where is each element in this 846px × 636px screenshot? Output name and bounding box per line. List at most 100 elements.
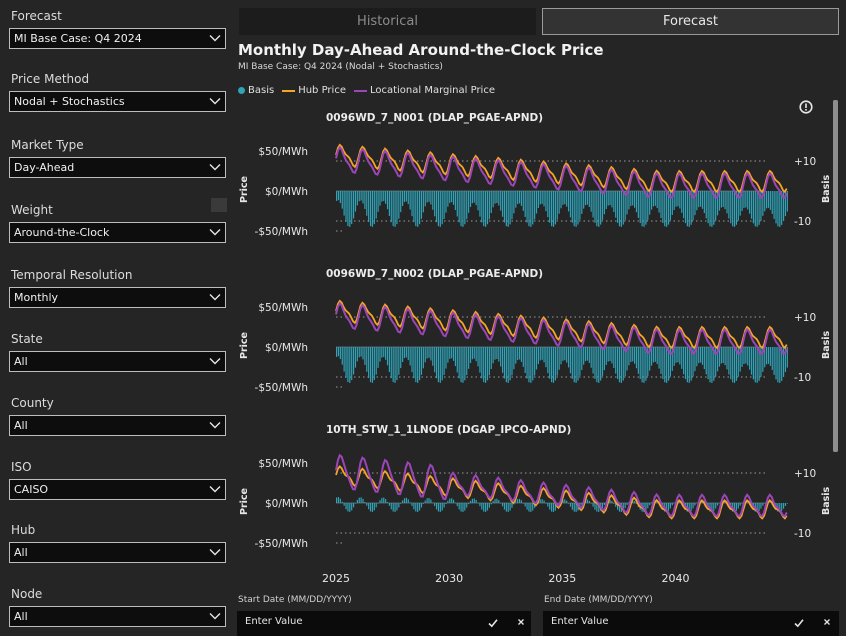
basis-bar (501, 191, 504, 217)
basis-bar (654, 347, 656, 362)
close-icon[interactable] (822, 617, 832, 627)
basis-bar (628, 502, 630, 503)
basis-bar (739, 191, 741, 216)
legend-item-hub[interactable]: Hub Price (282, 85, 346, 96)
basis-bar (750, 191, 753, 219)
basis-bar (666, 347, 668, 383)
basis-bar (735, 347, 738, 381)
info-icon[interactable] (799, 100, 813, 114)
basis-bar (471, 191, 473, 204)
basis-bar (639, 191, 641, 223)
chevron-down-icon[interactable] (209, 548, 221, 556)
basis-bar (764, 503, 766, 504)
basis-bar (752, 191, 754, 224)
scrollbar-thumb[interactable] (833, 100, 838, 452)
basis-bar (451, 191, 453, 203)
basis-bar (509, 503, 511, 511)
basis-bar (605, 347, 607, 365)
filter-dropdown[interactable]: All (9, 351, 226, 372)
filter-dropdown[interactable]: All (9, 542, 226, 563)
basis-bar (507, 191, 509, 227)
basis-bar (443, 503, 445, 508)
basis-bar (735, 191, 738, 225)
basis-bar (336, 191, 338, 201)
filter-dropdown[interactable]: Nodal + Stochastics (9, 91, 226, 112)
basis-bar (741, 503, 743, 504)
basis-bar (754, 347, 756, 383)
filter-dropdown-value: Monthly (14, 291, 59, 304)
start-date-input[interactable] (245, 616, 445, 627)
basis-bar (643, 347, 645, 383)
chevron-down-icon[interactable] (209, 421, 221, 429)
basis-bar (737, 191, 739, 221)
basis-bar (554, 347, 556, 381)
basis-bar (569, 347, 572, 374)
basis-bar (434, 191, 436, 217)
basis-bar (473, 498, 475, 503)
filter-dropdown[interactable]: All (9, 415, 226, 436)
basis-bar (600, 347, 602, 381)
filter-dropdown[interactable]: Around-the-Clock (9, 222, 226, 243)
filter-dropdown[interactable]: MI Base Case: Q4 2024 (9, 28, 226, 49)
basis-bar (718, 347, 721, 367)
basis-bar (711, 347, 713, 383)
basis-bar (392, 503, 394, 512)
tab-historical[interactable]: Historical (239, 8, 536, 35)
chevron-down-icon[interactable] (209, 228, 221, 236)
basis-bar (715, 347, 717, 377)
basis-bar (345, 347, 347, 378)
basis-bar (426, 347, 428, 359)
right-axis-label: Basis (821, 486, 832, 515)
left-tick-label: $0/MWh (265, 342, 308, 354)
close-icon[interactable] (516, 617, 526, 627)
basis-bar (667, 347, 670, 381)
basis-bar (566, 500, 568, 503)
basis-bar (596, 503, 598, 512)
end-date-input[interactable] (551, 616, 751, 627)
filter-dropdown-value: Around-the-Clock (14, 226, 110, 239)
basis-bar (347, 347, 349, 383)
chevron-down-icon[interactable] (209, 357, 221, 365)
legend-item-lmp[interactable]: Locational Marginal Price (353, 85, 495, 96)
basis-bar (675, 191, 677, 207)
chart-area: 0096WD_7_N001 (DLAP_PGAE-APND) $50/MWh $0/… (239, 112, 832, 585)
filter-dropdown[interactable]: CAISO (9, 479, 226, 500)
start-date-field[interactable] (237, 611, 531, 636)
filter-dropdown[interactable]: Monthly (9, 287, 226, 308)
check-icon[interactable] (487, 617, 499, 629)
basis-bar (392, 191, 394, 227)
basis-bar (688, 503, 690, 512)
basis-bar (364, 191, 366, 209)
basis-bar (664, 191, 666, 227)
basis-bar (532, 191, 534, 225)
legend-item-basis[interactable]: Basis (238, 85, 274, 96)
basis-bar (733, 503, 736, 512)
basis-bar (479, 503, 481, 507)
basis-bar (369, 503, 372, 512)
end-date-field[interactable] (543, 611, 839, 636)
chevron-down-icon[interactable] (209, 485, 221, 493)
basis-bar (403, 191, 406, 203)
basis-bar (784, 191, 787, 217)
chevron-down-icon[interactable] (209, 97, 221, 105)
chevron-down-icon[interactable] (209, 612, 221, 620)
basis-bar (694, 503, 696, 506)
basis-bar (411, 191, 413, 217)
chevron-down-icon[interactable] (209, 293, 221, 301)
basis-bar (692, 191, 694, 221)
basis-bar (718, 502, 721, 504)
basis-bar (641, 191, 643, 227)
basis-bar (632, 191, 634, 206)
chevron-down-icon[interactable] (209, 163, 221, 171)
basis-bar (609, 191, 611, 206)
chevron-down-icon[interactable] (209, 34, 221, 42)
weight-toggle[interactable] (211, 198, 227, 212)
basis-bar (339, 191, 341, 204)
filter-dropdown[interactable]: Day-Ahead (9, 157, 226, 178)
basis-bar (415, 191, 417, 227)
tab-forecast[interactable]: Forecast (542, 8, 839, 35)
filter-dropdown[interactable]: All (9, 606, 226, 627)
basis-bar (656, 501, 658, 503)
basis-bar (766, 347, 768, 365)
check-icon[interactable] (793, 617, 805, 629)
